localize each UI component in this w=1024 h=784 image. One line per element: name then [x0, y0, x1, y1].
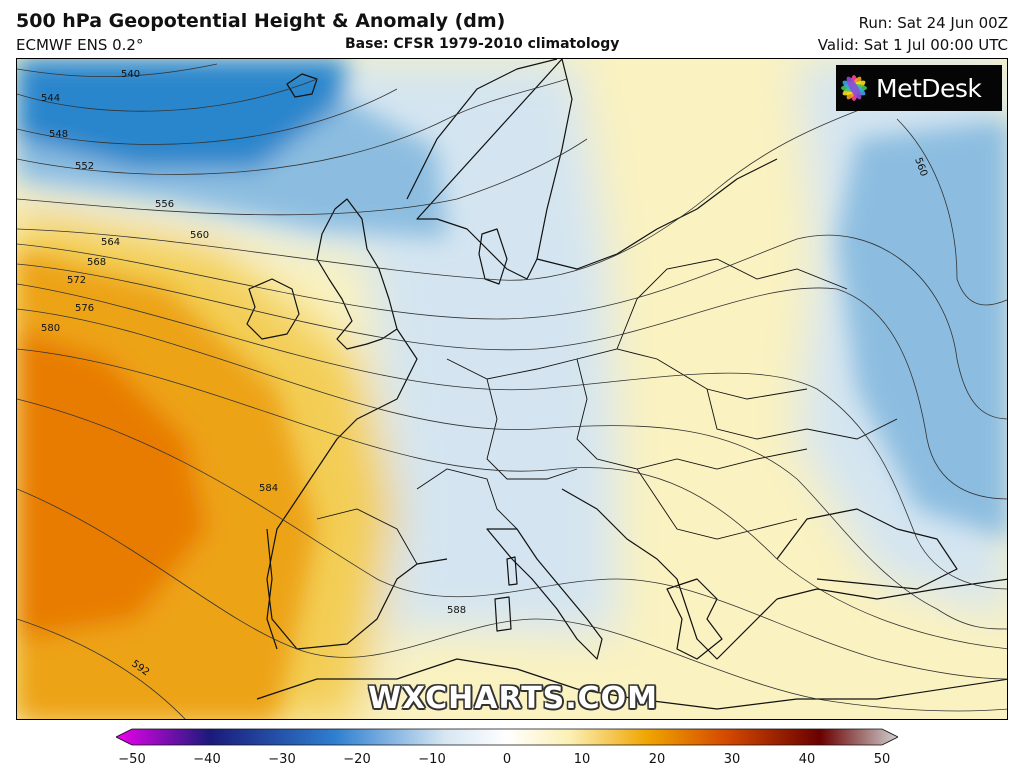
contour-label-560: 560 — [190, 230, 209, 241]
italy-outline — [486, 528, 603, 660]
contour-label-540: 540 — [121, 69, 140, 80]
height-contours — [17, 63, 1007, 719]
colorbar-tick-label: 50 — [873, 752, 891, 767]
scandinavia-outline — [406, 59, 573, 280]
hottest-anomaly-core — [17, 329, 207, 639]
colorbar-tick-label: −20 — [343, 752, 371, 767]
contour-580 — [17, 348, 1007, 650]
contour-label-548: 548 — [49, 129, 68, 140]
anomaly-map: 540 544 548 552 556 560 564 568 572 576 … — [17, 59, 1007, 719]
britain-outline — [316, 198, 398, 350]
portugal-coast — [266, 528, 278, 650]
colorbar-tick-label: 20 — [648, 752, 666, 767]
colorbar-tick-label: −40 — [193, 752, 221, 767]
contour-label-588: 588 — [447, 605, 466, 616]
contour-544 — [17, 78, 318, 112]
contour-label-580: 580 — [41, 323, 60, 334]
north-africa-coast — [256, 658, 1007, 710]
contour-588 — [17, 488, 1007, 712]
anomaly-shading — [17, 59, 1007, 719]
contour-560 — [17, 98, 888, 281]
france-spain-coast — [266, 328, 448, 650]
colorbar-tick-label: 40 — [798, 752, 816, 767]
chart-title: 500 hPa Geopotential Height & Anomaly (d… — [16, 10, 506, 32]
watermark: WXCHARTS.COM — [367, 681, 659, 716]
colorbar-tick-label: 10 — [573, 752, 591, 767]
ireland-outline — [246, 278, 300, 340]
contour-540 — [17, 63, 218, 78]
contour-label-564: 564 — [101, 237, 120, 248]
contour-label-584: 584 — [259, 483, 278, 494]
turkey-coast — [776, 578, 1007, 600]
national-borders — [316, 258, 898, 565]
colorbar-tick-label: −10 — [418, 752, 446, 767]
contour-label-556: 556 — [155, 199, 174, 210]
baltic-coast — [536, 158, 778, 270]
cold-anomaly-core — [17, 59, 347, 169]
contour-556 — [17, 138, 588, 216]
contour-label-576: 576 — [75, 303, 94, 314]
contour-560-east — [896, 118, 1007, 306]
contour-label-544: 544 — [41, 93, 60, 104]
contour-584 — [17, 398, 1007, 680]
iceland-outline — [286, 73, 318, 98]
colorbar-tick-label: 0 — [502, 752, 512, 767]
contour-564 — [17, 234, 1007, 420]
anomaly-colorbar — [116, 728, 898, 746]
colorbar-tick-label: 30 — [723, 752, 741, 767]
warm-anomaly-south — [377, 629, 1007, 719]
contour-label-572: 572 — [67, 275, 86, 286]
contour-568 — [17, 263, 1007, 500]
contour-552 — [17, 78, 568, 175]
denmark-outline — [478, 228, 508, 285]
corsica-outline — [506, 556, 518, 586]
contour-label-552: 552 — [75, 161, 94, 172]
sardinia-outline — [494, 596, 512, 632]
greece-outline — [666, 578, 723, 660]
cool-anomaly-east-core — [837, 119, 1007, 539]
black-sea-coast — [776, 508, 958, 590]
map-panel: 540 544 548 552 556 560 564 568 572 576 … — [16, 58, 1008, 720]
metdesk-flower-icon — [841, 75, 867, 101]
cool-anomaly-ring — [17, 99, 447, 239]
contour-572 — [17, 283, 1007, 590]
base-climatology-label: Base: CFSR 1979-2010 climatology — [345, 36, 620, 52]
metdesk-logo: MetDesk — [836, 65, 1002, 111]
warm-anomaly-east — [577, 59, 1007, 719]
contour-592 — [17, 618, 186, 719]
contour-576 — [17, 308, 1007, 630]
valid-time-label: Valid: Sat 1 Jul 00:00 UTC — [817, 36, 1008, 54]
metdesk-logo-text: MetDesk — [876, 73, 982, 103]
contour-548 — [17, 88, 398, 145]
balkans-coast — [561, 488, 778, 660]
run-time-label: Run: Sat 24 Jun 00Z — [858, 14, 1008, 32]
contour-label-568: 568 — [87, 257, 106, 268]
colorbar-tick-label: −30 — [268, 752, 296, 767]
coastlines — [246, 59, 1007, 710]
model-label: ECMWF ENS 0.2° — [16, 36, 144, 54]
colorbar-tick-label: −50 — [118, 752, 146, 767]
